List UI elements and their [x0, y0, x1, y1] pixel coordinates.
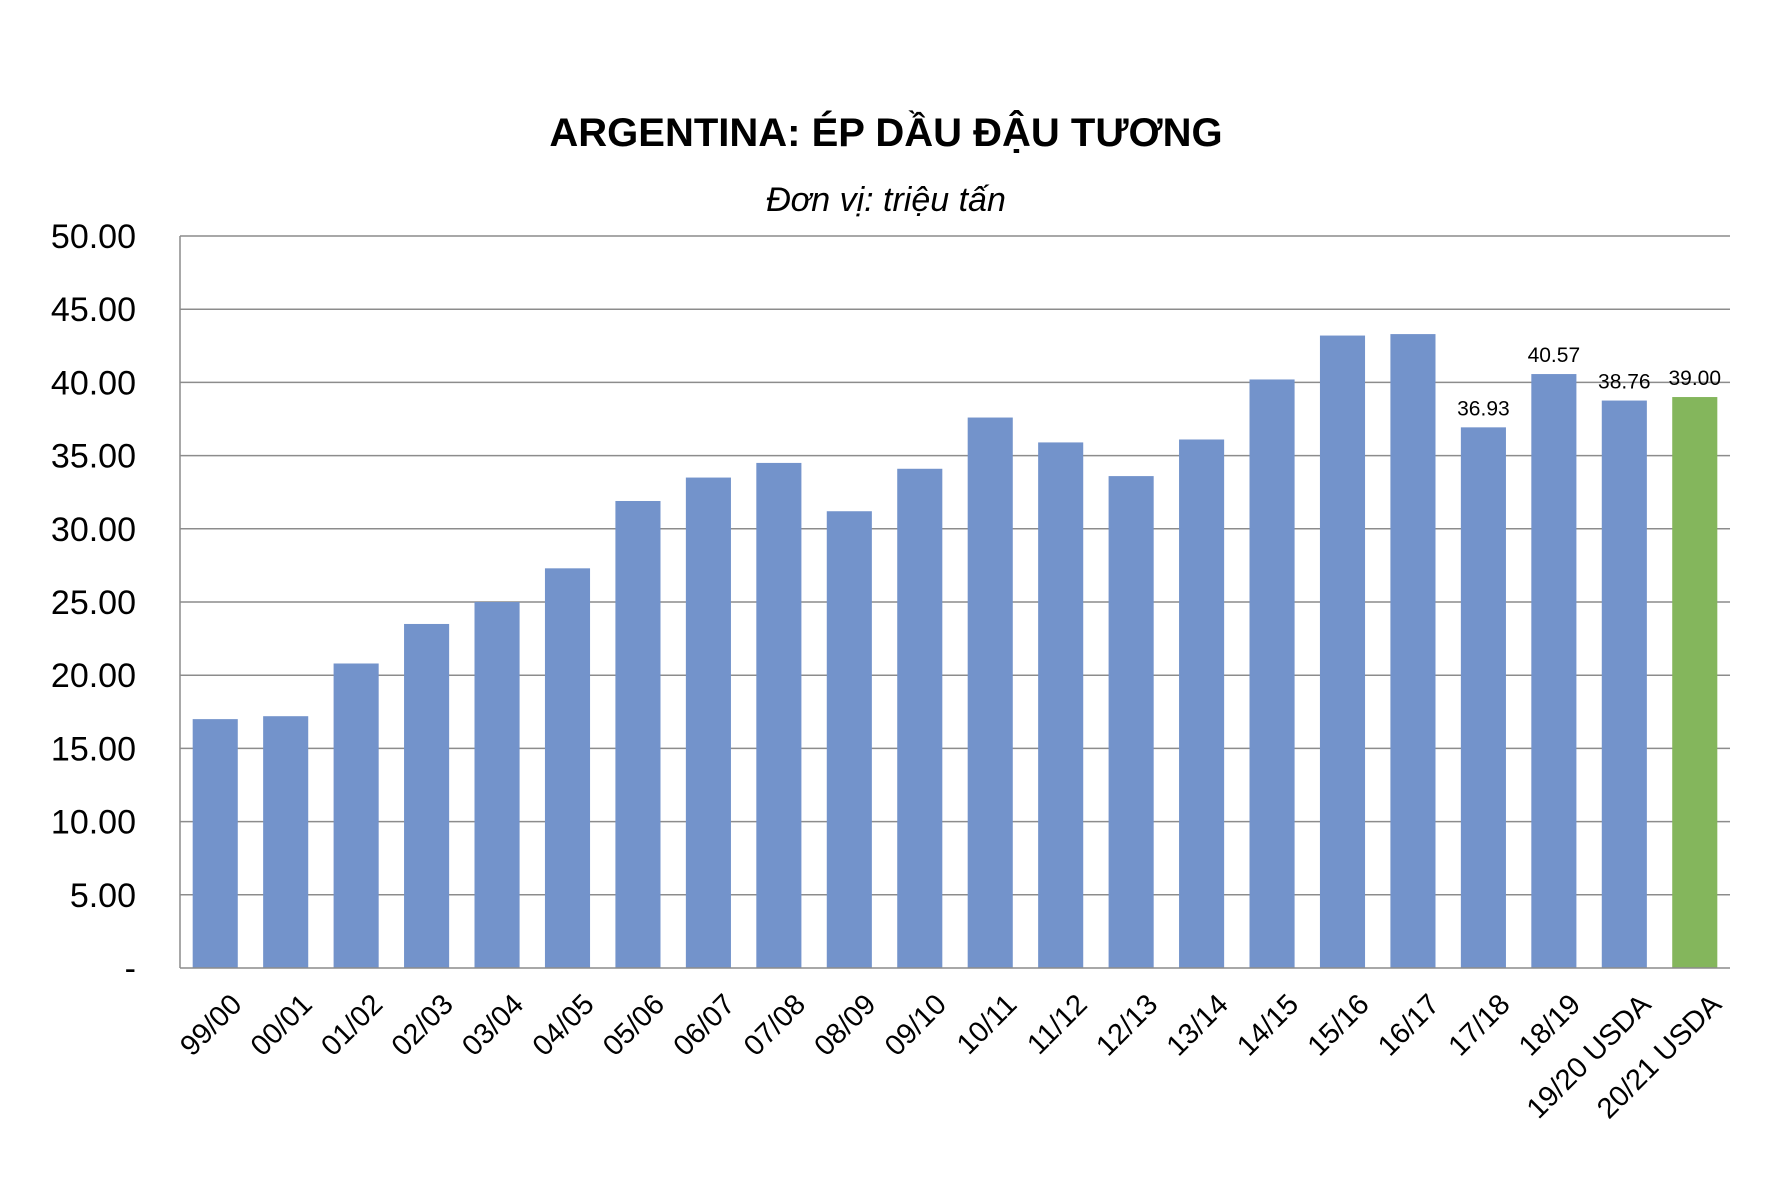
x-tick-label: 15/16 [1302, 988, 1376, 1062]
y-tick-label: 35.00 [51, 438, 136, 476]
bar [474, 602, 520, 968]
bar [1319, 335, 1366, 968]
x-tick-label: 00/01 [245, 988, 319, 1062]
bar [967, 417, 1013, 968]
x-tick-label: 08/09 [808, 988, 882, 1062]
y-tick-label: - [125, 950, 136, 988]
bar [1179, 439, 1225, 969]
x-tick-label: 09/10 [879, 988, 953, 1062]
bar [897, 468, 943, 968]
x-tick-label: 02/03 [386, 988, 460, 1062]
bar [404, 623, 450, 968]
x-axis-ticks: 99/0000/0101/0202/0303/0404/0505/0606/07… [174, 988, 1728, 1125]
bar [263, 716, 309, 968]
x-tick-label: 14/15 [1231, 988, 1305, 1062]
bar [685, 477, 731, 968]
y-tick-label: 20.00 [51, 657, 136, 695]
y-tick-label: 5.00 [70, 877, 136, 915]
bar [826, 511, 872, 968]
x-tick-label: 01/02 [315, 988, 389, 1062]
bar [1038, 442, 1084, 968]
x-tick-label: 16/17 [1372, 988, 1446, 1062]
bar [544, 568, 591, 968]
y-tick-label: 40.00 [51, 364, 136, 402]
chart-title: ARGENTINA: ÉP DẦU ĐẬU TƯƠNG [549, 109, 1222, 155]
y-tick-label: 50.00 [51, 218, 136, 256]
y-tick-label: 25.00 [51, 584, 136, 622]
bar [1531, 374, 1577, 969]
x-tick-label: 17/18 [1443, 988, 1517, 1062]
data-labels: 36.93 40.57 38.76 39.00 [1457, 344, 1721, 420]
bar [1672, 397, 1718, 968]
bar [1249, 379, 1295, 968]
data-label: 38.76 [1598, 371, 1651, 394]
y-axis-ticks: - 5.00 10.00 15.00 20.00 25.00 30.00 35.00 40.00… [51, 218, 136, 988]
y-tick-label: 15.00 [51, 730, 136, 768]
bar [615, 500, 661, 968]
bar [1460, 427, 1506, 968]
x-tick-label: 05/06 [597, 988, 671, 1062]
x-tick-label: 11/12 [1021, 988, 1093, 1060]
chart-subtitle: Đơn vị: triệu tấn [766, 181, 1006, 219]
y-tick-label: 45.00 [51, 291, 136, 329]
x-tick-label: 10/11 [951, 988, 1023, 1060]
y-tick-label: 10.00 [51, 804, 136, 842]
bar [1601, 400, 1647, 968]
x-tick-label: 12/13 [1090, 988, 1164, 1062]
data-label: 36.93 [1457, 397, 1510, 420]
bar [1390, 334, 1436, 968]
x-tick-label: 04/05 [527, 988, 601, 1062]
x-tick-label: 03/04 [456, 988, 530, 1062]
x-tick-label: 13/14 [1161, 988, 1235, 1062]
y-tick-label: 30.00 [51, 511, 136, 549]
x-tick-label: 06/07 [668, 988, 742, 1062]
bar [756, 462, 802, 968]
x-tick-label: 99/00 [174, 988, 248, 1062]
data-label: 40.57 [1528, 344, 1581, 367]
bar [192, 719, 238, 968]
x-tick-label: 07/08 [738, 988, 812, 1062]
data-label: 39.00 [1668, 367, 1721, 390]
bar [1108, 476, 1154, 968]
bar [333, 663, 379, 968]
bars [192, 334, 1718, 969]
